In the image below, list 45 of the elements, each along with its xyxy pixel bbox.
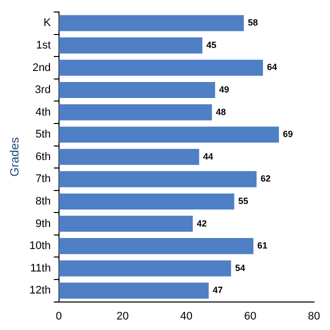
y-tick-label: 8th [36,196,51,208]
x-tick-label: 60 [244,310,256,322]
y-tick-label: 6th [36,150,51,163]
y-tick-label: 1st [36,39,51,52]
data-label: 61 [257,240,268,251]
bar [58,37,202,54]
y-tick-label: 2nd [32,62,51,74]
bar [58,193,234,210]
data-label: 48 [216,106,226,117]
data-label: 54 [235,262,246,273]
y-tick-label: 4th [36,106,51,118]
bar [58,148,200,165]
data-label: 69 [282,129,293,140]
y-tick-label: 5th [36,128,51,141]
x-tick-label: 0 [56,310,62,322]
data-label: 62 [260,174,271,184]
y-tick-label: 7th [36,173,51,186]
data-label: 45 [206,40,216,50]
bar [58,82,216,98]
data-label: 49 [219,84,230,95]
bar [58,60,263,76]
y-tick-label: 11th [30,262,51,274]
data-label: 42 [196,218,207,228]
data-label: 44 [203,151,214,162]
bar [58,282,209,299]
x-tick-label: 80 [308,310,320,322]
bar [58,216,193,232]
y-tick-label: 10th [29,240,51,252]
data-label: 55 [238,196,248,206]
x-tick-label: 20 [116,310,129,322]
bar [58,104,212,120]
y-tick-label: 9th [36,218,51,230]
data-label: 64 [266,62,277,72]
bar [58,238,254,254]
y-axis-title: Grades [8,137,22,177]
y-tick-label: 12th [29,284,51,297]
bar [58,171,257,188]
x-tick-label: 40 [180,310,193,322]
bar [58,260,232,276]
data-label: 58 [248,18,258,28]
data-label: 47 [212,285,223,296]
y-tick-label: 3rd [34,84,51,96]
bar [58,15,244,32]
y-tick-label: K [43,17,52,30]
bar [58,126,279,143]
